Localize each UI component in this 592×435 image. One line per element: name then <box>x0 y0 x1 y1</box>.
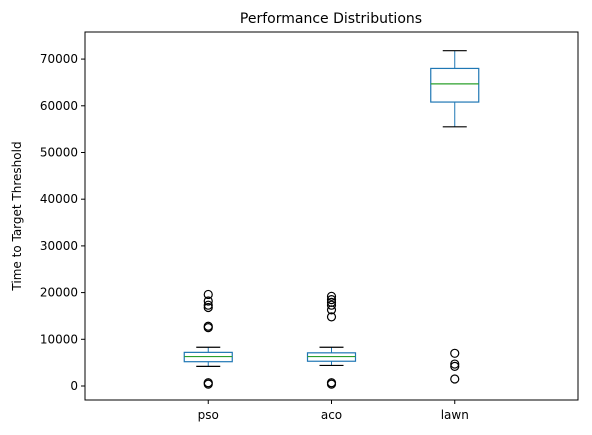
outlier-point <box>326 378 337 388</box>
axes-frame <box>84 31 579 401</box>
outlier-point <box>203 300 213 310</box>
outlier-point <box>326 312 337 322</box>
y-axis-label: Time to Target Threshold <box>10 141 24 291</box>
plot-area: 0 10000 20000 30000 40000 50000 60000 70000 pso a… <box>40 31 579 422</box>
x-tick-label: lawn <box>441 408 469 422</box>
y-tick-label: 10000 <box>40 332 78 346</box>
x-tick-label: aco <box>321 408 342 422</box>
x-tick-label: pso <box>198 408 219 422</box>
outlier-point <box>203 296 213 306</box>
y-tick-label: 30000 <box>40 239 78 253</box>
y-tick-label: 20000 <box>40 286 78 300</box>
outlier-point <box>450 359 460 369</box>
outlier-point <box>203 321 213 331</box>
outlier-point <box>326 291 337 301</box>
outlier-point <box>450 348 460 358</box>
outlier-point <box>203 378 213 388</box>
y-tick-label: 50000 <box>40 145 78 159</box>
box-lawn <box>430 67 480 103</box>
y-tick-label: 40000 <box>40 192 78 206</box>
outlier-point <box>450 361 460 371</box>
y-tick-label: 0 <box>70 379 78 393</box>
outlier-point <box>326 297 337 307</box>
y-tick-label: 60000 <box>40 99 78 113</box>
outlier-point <box>326 300 337 310</box>
outlier-point <box>203 302 213 313</box>
outlier-point <box>326 294 337 305</box>
outlier-point <box>450 374 460 384</box>
y-tick-label: 70000 <box>40 52 78 66</box>
chart-title: Performance Distributions <box>240 11 422 27</box>
outlier-point <box>203 289 213 300</box>
